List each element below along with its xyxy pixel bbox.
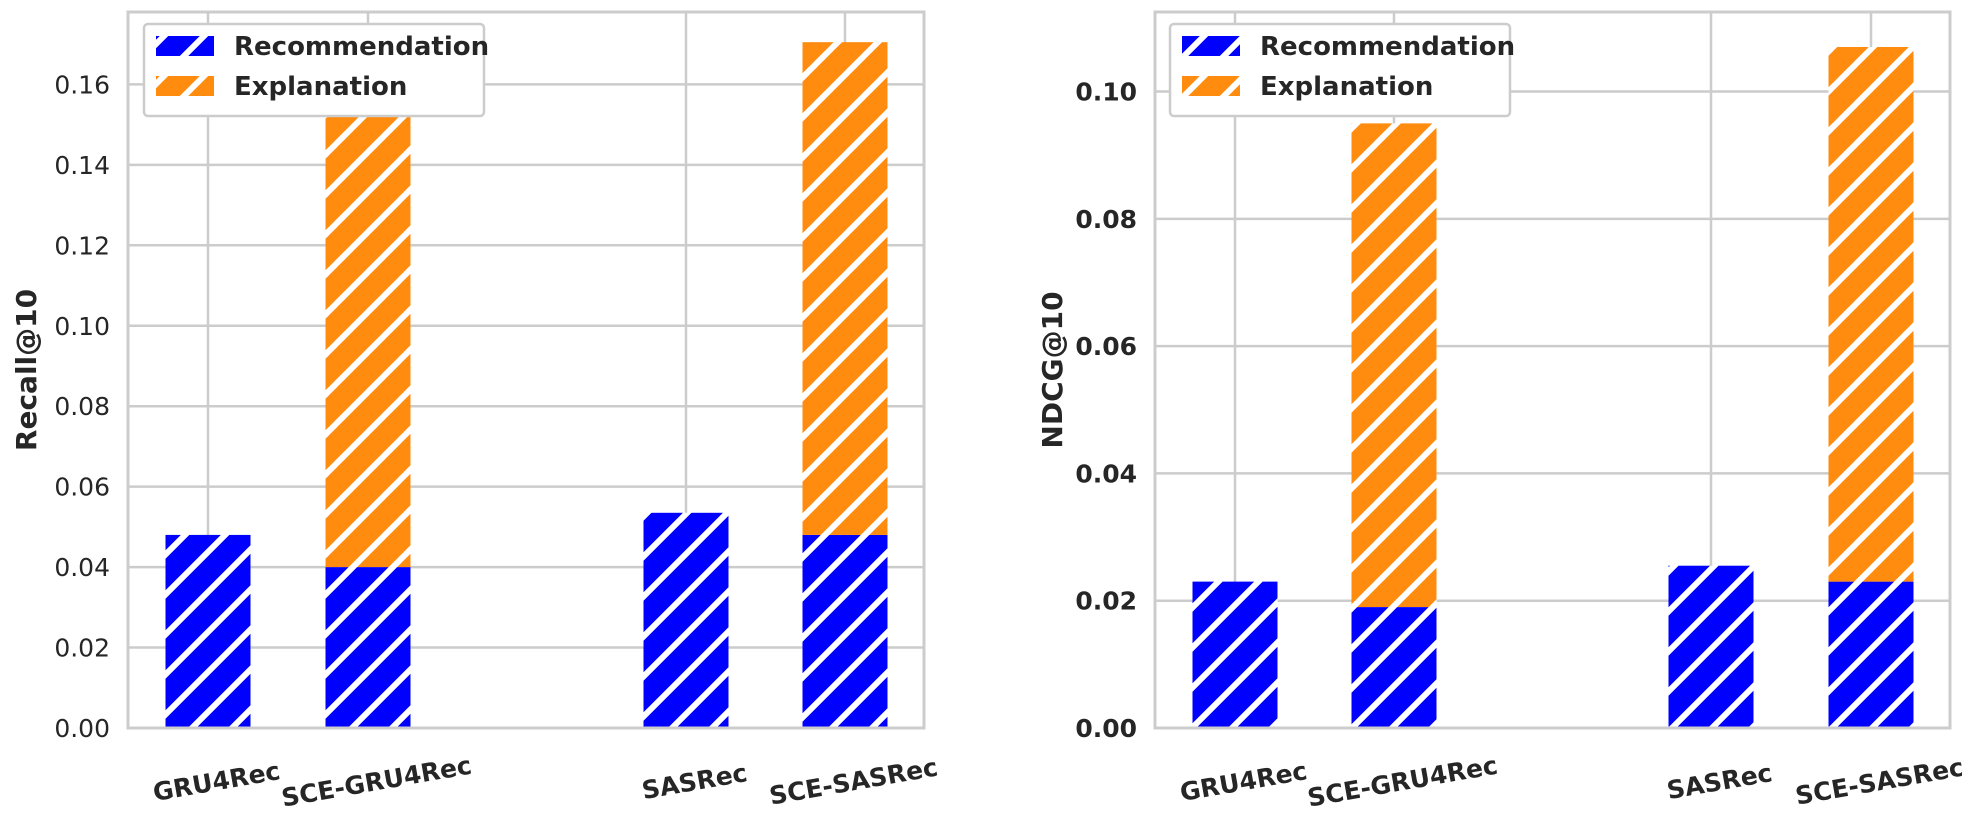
y-tick-label: 0.06 (1075, 332, 1137, 361)
y-tick-label: 0.14 (54, 151, 110, 180)
bar-recommendation-sasrec (1668, 565, 1754, 728)
plot-frame (126, 10, 926, 730)
y-tick-label: 0.16 (54, 70, 110, 99)
y-tick-label: 0.00 (1075, 714, 1137, 743)
x-tick-label: GRU4Rec (151, 756, 283, 807)
y-axis-title: Recall@10 (10, 289, 43, 451)
y-tick-label: 0.10 (54, 312, 110, 341)
legend-label-recommendation: Recommendation (234, 32, 489, 62)
legend: Recommendation Explanation (1168, 22, 1515, 118)
legend-swatch-recommendation (1182, 36, 1240, 56)
legend-box (142, 22, 486, 118)
legend-swatch-explanation (156, 76, 214, 96)
x-tick-label: SCE-SASRec (1793, 753, 1962, 811)
x-tick-label: SCE-GRU4Rec (279, 751, 473, 813)
y-tick-label: 0.08 (54, 392, 110, 421)
bar-recommendation-sasrec (643, 512, 729, 728)
recall-chart-panel: 0.00 0.02 0.04 0.06 0.08 0.10 0.12 0.14 0.16 GRU4… (10, 10, 940, 813)
bar-recommendation-sce-sasrec (1828, 581, 1914, 728)
x-tick-label: SCE-SASRec (767, 753, 940, 811)
plot-frame (1153, 10, 1952, 730)
x-tick-label: SASRec (1665, 758, 1775, 805)
bar-explanation-sce-sasrec (802, 42, 888, 535)
y-tick-label: 0.00 (54, 714, 110, 743)
y-tick-label: 0.08 (1075, 205, 1137, 234)
y-tick-label: 0.02 (1075, 587, 1137, 616)
legend-label-explanation: Explanation (1260, 72, 1433, 102)
bar-recommendation-sce-gru4rec (325, 567, 411, 728)
legend-swatch-explanation (1182, 76, 1240, 96)
legend-label-explanation: Explanation (234, 72, 407, 102)
bar-recommendation-sce-sasrec (802, 534, 888, 728)
y-tick-label: 0.06 (54, 473, 110, 502)
x-tick-label: SASRec (640, 758, 750, 805)
legend-box (1168, 22, 1512, 118)
x-tick-label: GRU4Rec (1178, 756, 1310, 807)
bar-explanation-sce-gru4rec (325, 112, 411, 568)
bar-recommendation-gru4rec (1192, 581, 1278, 728)
y-axis-title: NDCG@10 (1036, 291, 1069, 448)
y-tick-label: 0.12 (54, 231, 110, 260)
y-tick-label: 0.04 (1075, 459, 1137, 488)
y-tick-label: 0.02 (54, 634, 110, 663)
bar-recommendation-gru4rec (165, 534, 251, 728)
bar-explanation-sce-sasrec (1828, 47, 1914, 582)
legend: Recommendation Explanation (142, 22, 489, 118)
y-tick-label: 0.10 (1075, 78, 1137, 107)
legend-label-recommendation: Recommendation (1260, 32, 1515, 62)
bar-recommendation-sce-gru4rec (1351, 607, 1437, 728)
y-tick-label: 0.04 (54, 553, 110, 582)
bar-explanation-sce-gru4rec (1351, 123, 1437, 608)
x-tick-label: SCE-GRU4Rec (1305, 751, 1499, 813)
legend-swatch-recommendation (156, 36, 214, 56)
ndcg-chart-panel: 0.00 0.02 0.04 0.06 0.08 0.10 GRU4RecSCE-GRU4R… (1036, 10, 1962, 813)
